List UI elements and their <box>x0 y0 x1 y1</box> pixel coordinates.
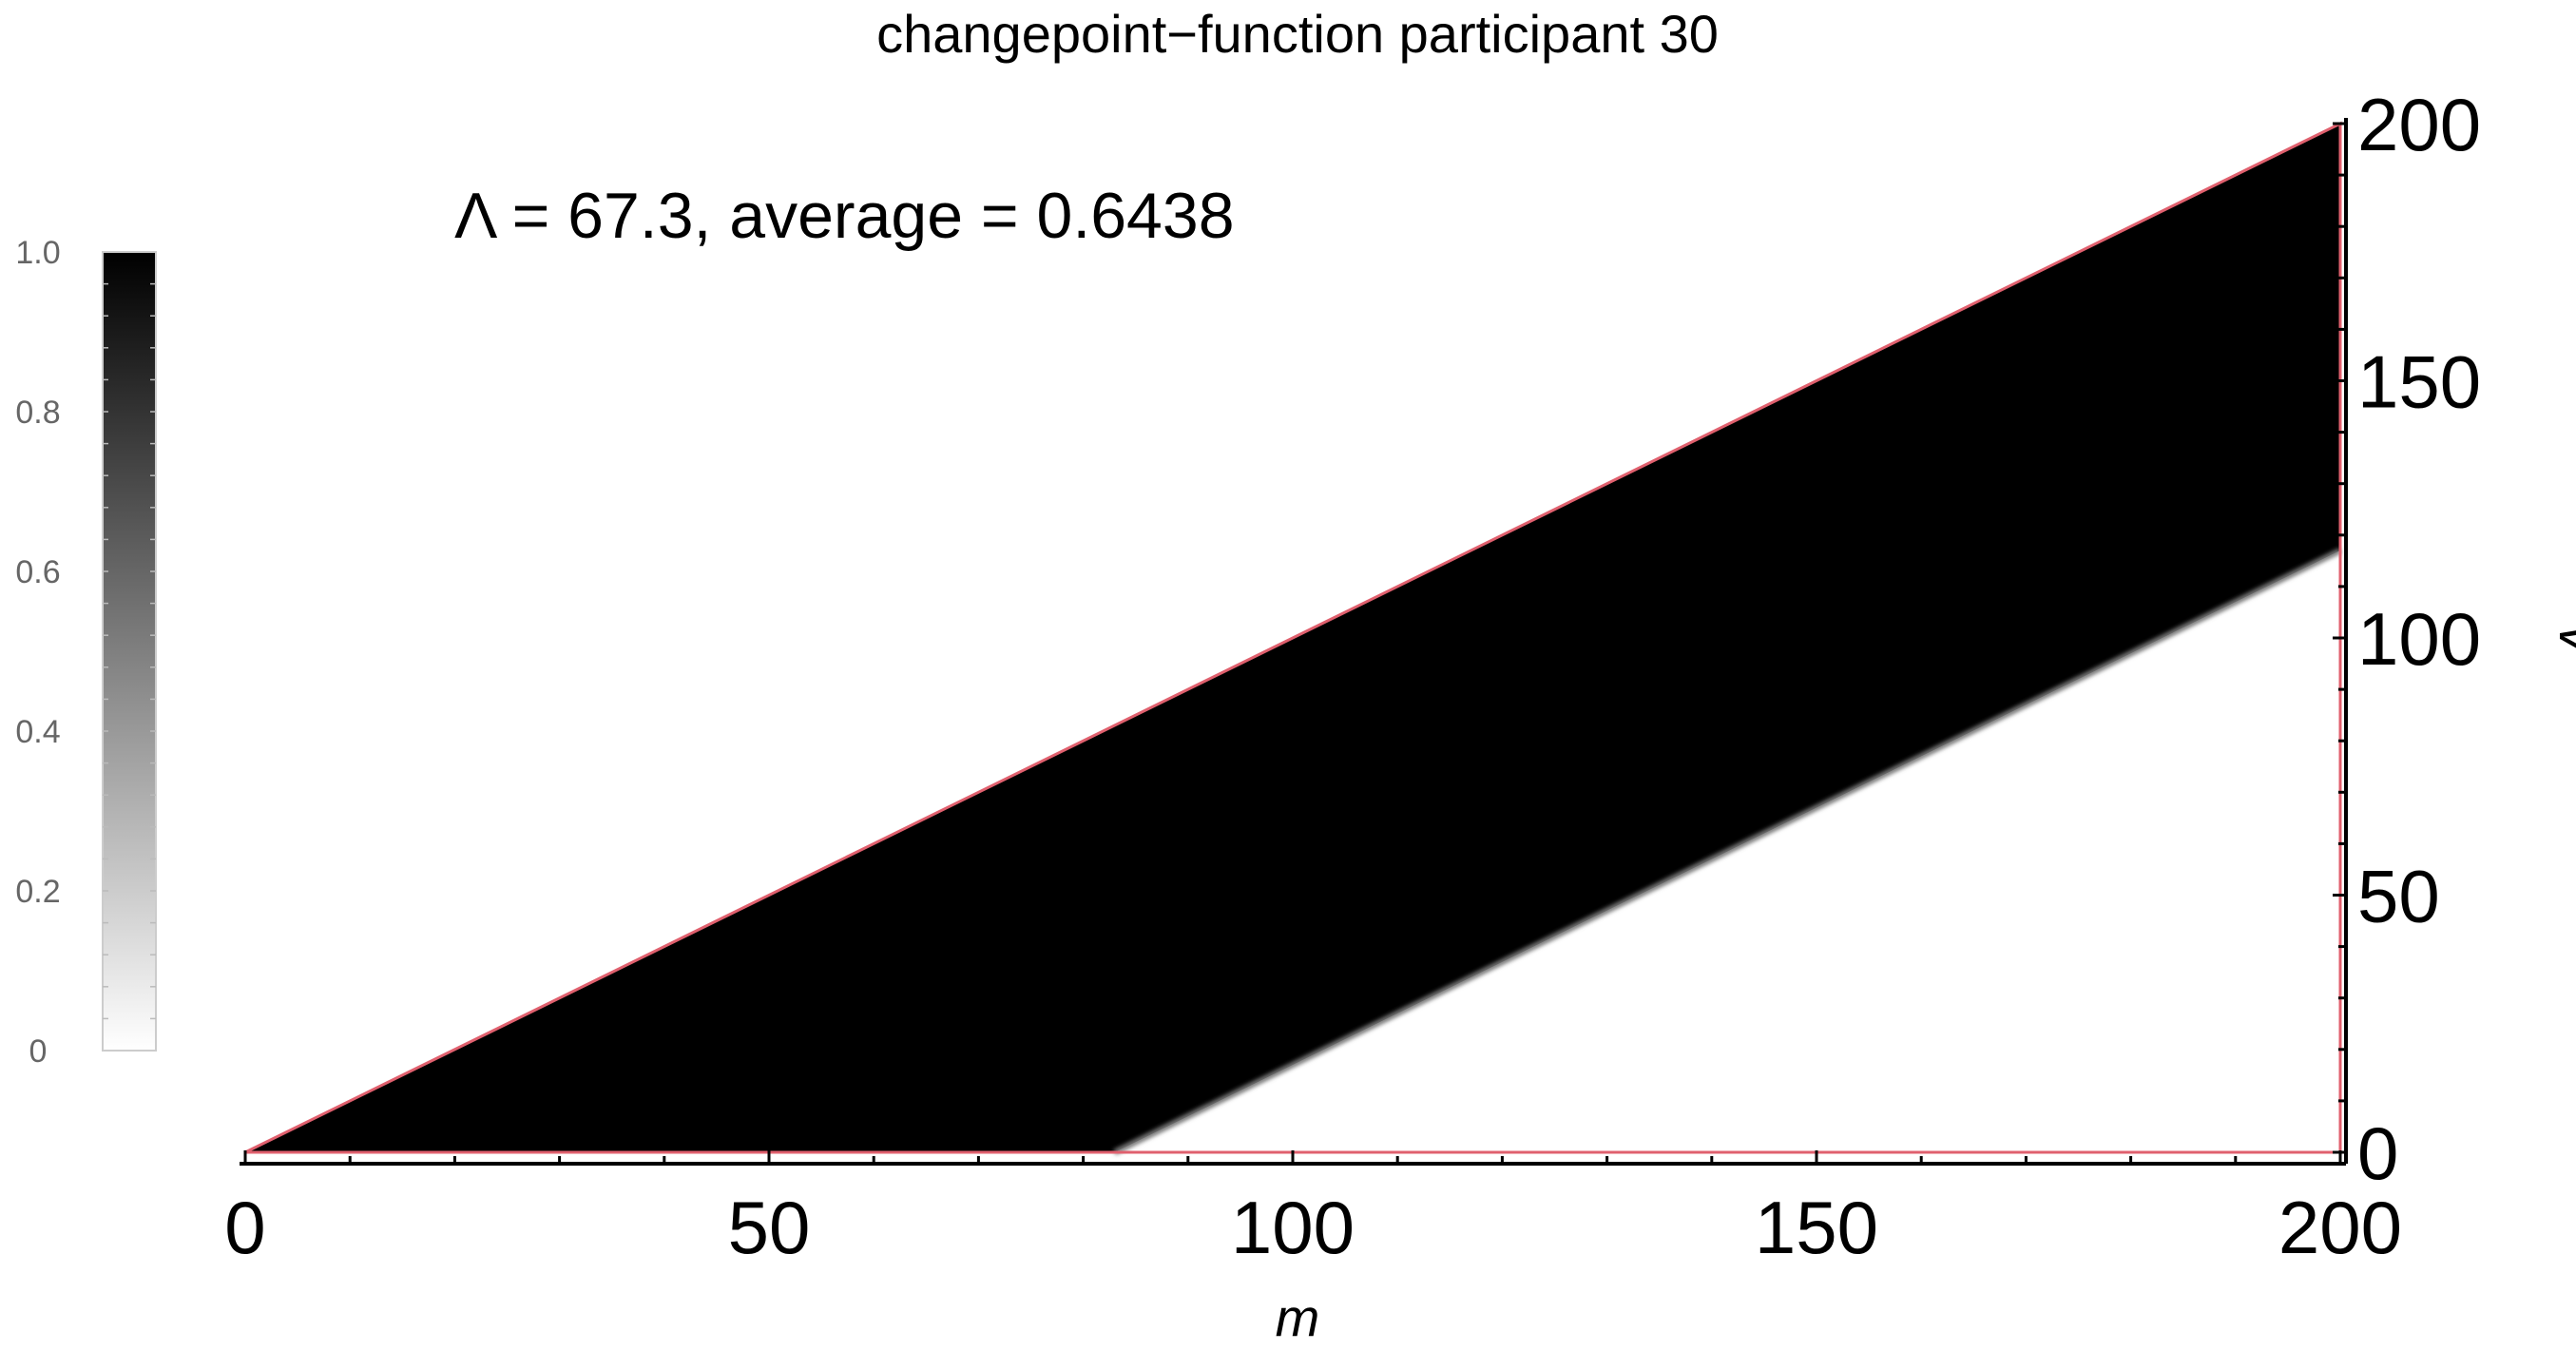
colorbar-tick-label: 0.8 <box>15 395 60 431</box>
x-tick-label: 200 <box>2278 1186 2402 1269</box>
y-tick-label: 100 <box>2357 597 2481 681</box>
x-tick-label: 50 <box>728 1186 811 1269</box>
colorbar: 0 0.2 0.4 0.6 0.8 1.0 <box>15 235 157 1070</box>
colorbar-tick-label: 0.2 <box>15 874 60 910</box>
y-tick-label: 50 <box>2357 855 2440 938</box>
x-tick-label: 0 <box>224 1186 265 1269</box>
chart-title: changepoint−function participant 30 <box>876 4 1719 64</box>
y-tick-label: 150 <box>2357 340 2481 424</box>
colorbar-tick-label: 0.4 <box>15 714 60 750</box>
y-axis-label: v <box>2548 626 2576 655</box>
x-axis-label: m <box>1276 1287 1320 1347</box>
y-tick-label: 200 <box>2357 83 2481 166</box>
x-tick-label: 150 <box>1755 1186 1878 1269</box>
colorbar-tick-label: 0 <box>29 1033 48 1070</box>
chart-annotation: Λ = 67.3, average = 0.6438 <box>454 180 1235 252</box>
transition-edge <box>1113 548 2342 1155</box>
colorbar-tick-label: 1.0 <box>15 235 60 271</box>
colorbar-gradient <box>102 251 157 1052</box>
x-tick-label: 100 <box>1231 1186 1355 1269</box>
colorbar-tick-label: 0.6 <box>15 554 60 590</box>
y-tick-label: 0 <box>2357 1111 2398 1195</box>
